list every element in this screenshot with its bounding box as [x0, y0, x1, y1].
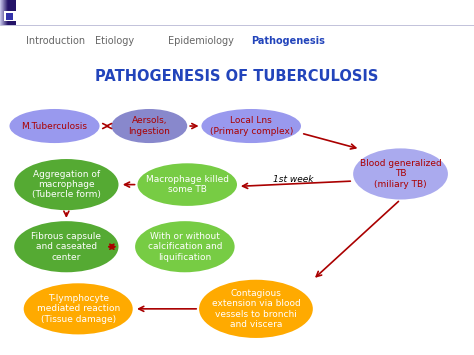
Bar: [4, 0, 12, 25]
Bar: [2, 0, 10, 25]
Bar: [5, 0, 13, 25]
Bar: [2, 0, 10, 25]
Bar: [6, 0, 14, 25]
Text: PATHOGENESIS OF TUBERCULOSIS: PATHOGENESIS OF TUBERCULOSIS: [95, 69, 379, 84]
Text: Fibrous capsule
and caseated
center: Fibrous capsule and caseated center: [31, 232, 101, 262]
Bar: [7, 0, 14, 25]
Bar: [6, 0, 14, 25]
Bar: [3, 0, 11, 25]
Text: Aggregation of
macrophage
(Tubercle form): Aggregation of macrophage (Tubercle form…: [32, 170, 101, 200]
Bar: [7, 0, 15, 25]
Text: T-lymphocyte
mediated reaction
(Tissue damage): T-lymphocyte mediated reaction (Tissue d…: [36, 294, 120, 324]
Bar: [4, 0, 12, 25]
Bar: [0, 0, 8, 25]
Ellipse shape: [353, 148, 448, 200]
Text: Local Lns
(Primary complex): Local Lns (Primary complex): [210, 116, 293, 136]
Bar: [5, 0, 13, 25]
Text: 1st week: 1st week: [273, 175, 313, 184]
Bar: [5, 0, 13, 25]
Bar: [7, 0, 15, 25]
Bar: [6, 0, 14, 25]
Bar: [8, 0, 15, 25]
Text: Etiology: Etiology: [95, 36, 134, 46]
Text: Introduction: Introduction: [26, 36, 85, 46]
Bar: [1, 0, 9, 25]
Text: Blood generalized
TB
(miliary TB): Blood generalized TB (miliary TB): [360, 159, 441, 189]
Bar: [0, 0, 9, 25]
Bar: [2, 0, 10, 25]
Text: M.Tuberculosis: M.Tuberculosis: [21, 121, 88, 131]
Bar: [2, 0, 10, 25]
Bar: [6, 0, 14, 25]
Bar: [5, 0, 13, 25]
Bar: [1, 0, 9, 25]
Bar: [8, 0, 16, 25]
Bar: [5, 0, 13, 25]
Ellipse shape: [24, 283, 133, 334]
Bar: [4, 0, 12, 25]
Text: Aersols,
Ingestion: Aersols, Ingestion: [128, 116, 170, 136]
Text: Pathogenesis: Pathogenesis: [251, 36, 325, 46]
Text: Macrophage killed
some TB: Macrophage killed some TB: [146, 175, 229, 194]
Ellipse shape: [14, 221, 118, 272]
Bar: [8, 0, 16, 25]
Bar: [1, 0, 9, 25]
Ellipse shape: [199, 280, 313, 338]
Bar: [1, 0, 9, 25]
Text: Epidemiology: Epidemiology: [168, 36, 234, 46]
Ellipse shape: [135, 221, 235, 272]
Text: tuberculosis: tuberculosis: [26, 10, 69, 15]
Ellipse shape: [9, 109, 100, 143]
Bar: [0, 0, 9, 25]
Bar: [4, 0, 12, 25]
Bar: [7, 0, 15, 25]
Bar: [0, 0, 8, 25]
Bar: [4, 0, 12, 25]
Bar: [3, 0, 11, 25]
Bar: [5, 0, 12, 25]
Bar: [7, 0, 15, 25]
Bar: [6, 0, 13, 25]
Bar: [3, 0, 11, 25]
Bar: [3, 0, 11, 25]
Bar: [4, 0, 12, 25]
Bar: [7, 0, 15, 25]
Bar: [3, 0, 11, 25]
Bar: [2, 0, 10, 25]
Bar: [6, 0, 14, 25]
Bar: [4, 0, 11, 25]
Ellipse shape: [14, 159, 118, 210]
Bar: [6, 0, 14, 25]
Bar: [0, 0, 8, 25]
Bar: [8, 0, 16, 25]
Bar: [3, 0, 11, 25]
Bar: [4, 0, 11, 25]
Bar: [2, 0, 9, 25]
Bar: [1, 0, 9, 25]
Ellipse shape: [201, 109, 301, 143]
Bar: [2, 0, 10, 25]
Bar: [4, 11, 16, 21]
Bar: [1, 0, 9, 25]
Bar: [0, 0, 9, 25]
Bar: [3, 0, 10, 25]
Ellipse shape: [137, 163, 237, 206]
Text: Contagious
extension via blood
vessels to bronchi
and viscera: Contagious extension via blood vessels t…: [211, 289, 301, 329]
Bar: [5, 0, 13, 25]
Bar: [1, 0, 9, 25]
Ellipse shape: [111, 109, 187, 143]
Bar: [6, 13, 13, 20]
Text: With or without
calcification and
liquification: With or without calcification and liquif…: [147, 232, 222, 262]
Bar: [7, 0, 15, 25]
